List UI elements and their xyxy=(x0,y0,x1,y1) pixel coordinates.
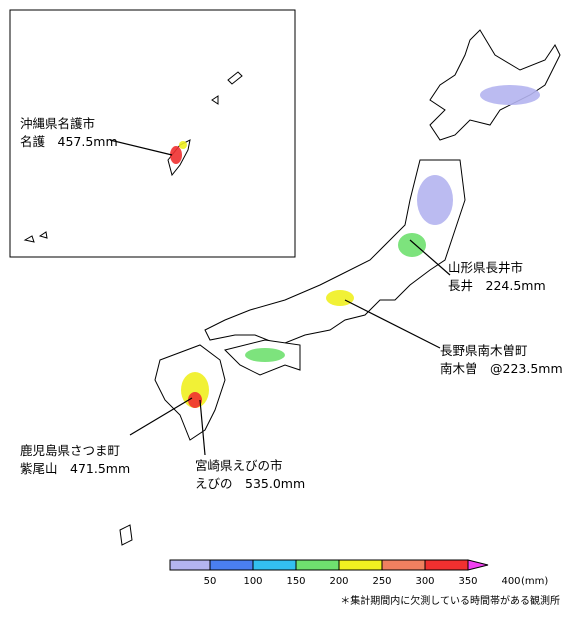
footnote: ＊集計期間内に欠測している時間帯がある観測所 xyxy=(340,594,560,607)
place-label: 鹿児島県さつま町 xyxy=(20,443,120,458)
legend-tick-label: 50 xyxy=(204,576,217,587)
place-label: 長野県南木曽町 xyxy=(440,343,528,358)
colorbar-segment xyxy=(424,559,469,571)
colorbar-arrow xyxy=(467,559,489,571)
colorbar-start xyxy=(169,559,211,571)
colorbar-segment xyxy=(252,559,297,571)
place-label: 山形県長井市 xyxy=(448,260,523,275)
colorbar-segment xyxy=(338,559,383,571)
place-label: 沖縄県名護市 xyxy=(20,116,95,131)
station-label: 名護 457.5mm xyxy=(20,134,118,149)
legend-tick-label: 100 xyxy=(243,576,262,587)
legend-tick-label: 200 xyxy=(329,576,348,587)
legend-tick-label: 300 xyxy=(415,576,434,587)
legend-unit: (mm) xyxy=(521,576,548,587)
station-label: 長井 224.5mm xyxy=(448,278,546,293)
station-label: えびの 535.0mm xyxy=(195,476,305,491)
station-label: 紫尾山 471.5mm xyxy=(20,461,130,476)
place-label: 宮崎県えびの市 xyxy=(195,458,283,473)
legend-tick-label: 250 xyxy=(372,576,391,587)
okinawa-islands xyxy=(23,71,243,243)
legend-tick-label: 400 xyxy=(501,576,520,587)
colorbar-segment xyxy=(209,559,254,571)
legend-tick-label: 150 xyxy=(286,576,305,587)
legend-tick-label: 350 xyxy=(458,576,477,587)
leader-lines xyxy=(109,139,451,456)
okinawa-inset xyxy=(9,9,296,258)
colorbar-segment xyxy=(295,559,340,571)
japan-mainland xyxy=(119,29,561,546)
station-label: 南木曽 @223.5mm xyxy=(440,361,563,376)
colorbar-segment xyxy=(381,559,426,571)
